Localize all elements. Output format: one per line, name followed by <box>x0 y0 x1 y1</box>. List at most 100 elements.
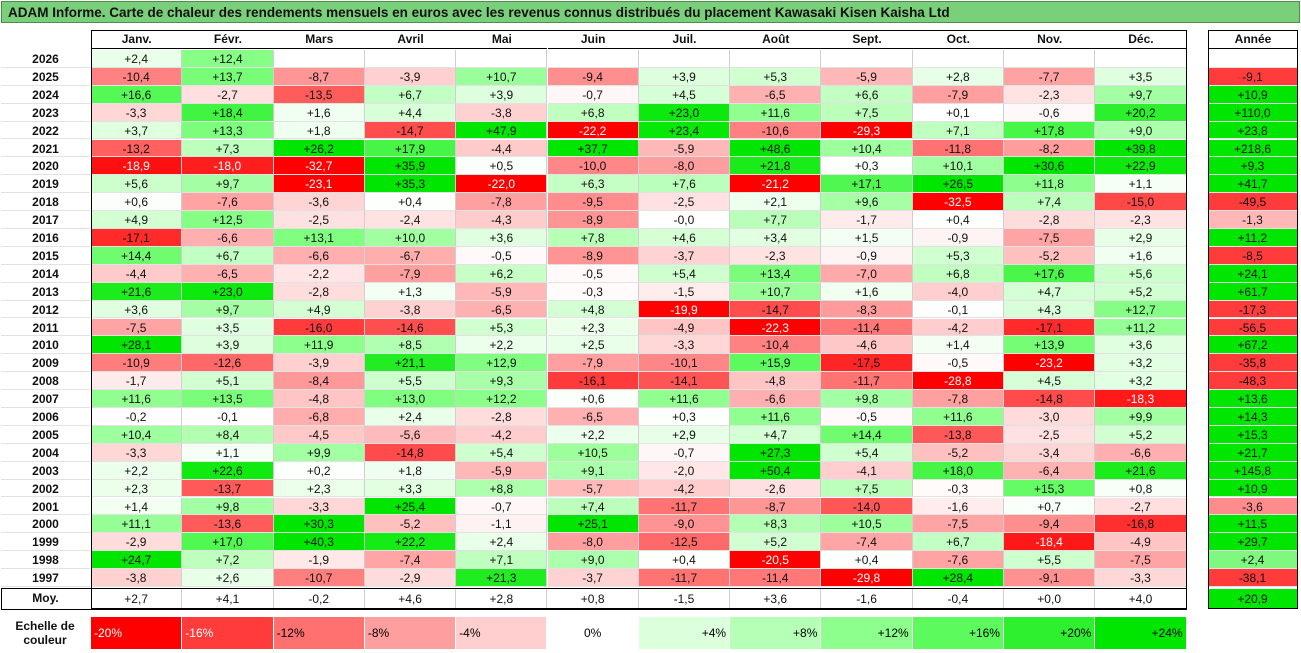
heat-cell: +0,4 <box>821 551 913 570</box>
heat-cell: +9,0 <box>547 551 639 570</box>
heat-cell: -7,0 <box>821 264 913 283</box>
heat-cell: +13,7 <box>182 67 274 86</box>
heat-cell: -11,7 <box>638 497 731 516</box>
heat-cell: -8,9 <box>547 246 639 265</box>
annual-cell: -56,5 <box>1208 318 1298 337</box>
heat-cell: +0,7 <box>1004 497 1096 516</box>
heat-cell: -8,7 <box>273 67 365 86</box>
heat-cell: -15,0 <box>1095 193 1187 212</box>
heat-cell: -3,8 <box>364 300 457 319</box>
heat-cell: +8,8 <box>456 479 548 498</box>
annual-cell: +13,6 <box>1208 390 1298 408</box>
heat-cell: -2,8 <box>1004 211 1096 229</box>
heat-cell: +18,0 <box>912 461 1004 480</box>
heat-cell: +9,7 <box>182 175 274 194</box>
heat-cell: +2,4 <box>364 408 457 426</box>
heat-cell: +3,2 <box>1095 354 1187 373</box>
heat-cell: +3,6 <box>456 229 548 247</box>
heat-cell: +7,5 <box>821 479 913 498</box>
heat-cell: +5,2 <box>1095 282 1187 301</box>
heat-cell: -9,4 <box>1004 515 1096 534</box>
heat-cell: -3,8 <box>91 569 183 587</box>
heat-cell: -14,7 <box>364 121 457 140</box>
heat-cell: +23,0 <box>182 282 274 301</box>
heat-cell: -7,9 <box>364 264 457 283</box>
heat-cell: -14,0 <box>821 497 913 516</box>
heat-cell: +10,1 <box>912 157 1004 176</box>
heat-cell: -1,5 <box>638 282 731 301</box>
heat-cell: -5,9 <box>456 282 548 301</box>
heat-cell: -1,6 <box>912 497 1004 516</box>
heat-cell: +35,9 <box>364 157 457 176</box>
color-scale-cell: +12% <box>821 617 913 649</box>
year-label: 2019 <box>1 175 90 194</box>
annual-cell: +21,7 <box>1208 443 1298 462</box>
annual-cell: +61,7 <box>1208 282 1298 301</box>
annual-cell: +110,0 <box>1208 103 1298 122</box>
year-label: 2004 <box>1 444 90 462</box>
heat-cell: -22,0 <box>456 175 548 194</box>
month-header: Juin <box>547 30 639 49</box>
heat-cell: -13,6 <box>182 515 274 534</box>
heat-cell: +2,9 <box>638 425 731 444</box>
heat-cell: -29,3 <box>821 121 913 140</box>
heat-cell: +11,6 <box>730 408 822 426</box>
heat-cell: -4,9 <box>638 318 731 337</box>
heat-cell: +13,0 <box>364 390 457 408</box>
heat-cell: +6,6 <box>821 85 913 104</box>
annual-cell: +2,4 <box>1208 551 1298 570</box>
heat-cell: -0,1 <box>182 408 274 426</box>
heat-cell: -3,3 <box>91 443 183 462</box>
heat-cell: -3,3 <box>91 103 183 122</box>
heat-cell: -7,8 <box>912 390 1004 408</box>
heat-cell: -0,3 <box>912 479 1004 498</box>
heat-cell: -20,5 <box>730 551 822 570</box>
year-label: 2024 <box>1 86 90 104</box>
heat-cell: -4,1 <box>821 461 913 480</box>
annual-cell: -48,3 <box>1208 372 1298 391</box>
heat-cell: -0,9 <box>912 229 1004 247</box>
heat-cell: +0,1 <box>912 103 1004 122</box>
heat-cell: +0,4 <box>364 193 457 212</box>
average-cell: +4,0 <box>1095 589 1187 609</box>
heat-cell: +2,1 <box>730 193 822 212</box>
annual-cell: +11,5 <box>1208 515 1298 534</box>
heat-cell: +13,9 <box>1004 336 1096 355</box>
heat-cell: -18,3 <box>1095 390 1187 408</box>
heat-cell: +1,6 <box>1095 246 1187 265</box>
heat-cell: +6,3 <box>547 175 639 194</box>
heat-cell: +23,4 <box>638 121 731 140</box>
color-scale-cell: -20% <box>91 617 183 649</box>
heat-cell: +8,5 <box>364 336 457 355</box>
color-scale-cell: +24% <box>1095 617 1187 649</box>
year-label: 2007 <box>1 390 90 408</box>
heat-cell: +11,8 <box>1004 175 1096 194</box>
year-label: 2009 <box>1 354 90 373</box>
heat-cell: -23,1 <box>273 175 365 194</box>
year-label: 2008 <box>1 372 90 391</box>
heat-cell: +7,4 <box>547 497 639 516</box>
heat-cell: +6,7 <box>912 533 1004 552</box>
heat-cell: -17,1 <box>1004 318 1096 337</box>
heat-cell: +20,2 <box>1095 103 1187 122</box>
heat-cell: -7,6 <box>912 551 1004 570</box>
heat-cell: +30,6 <box>1004 157 1096 176</box>
heat-cell: +9,7 <box>1095 85 1187 104</box>
heat-cell: -11,8 <box>912 139 1004 158</box>
heat-cell: -7,9 <box>547 354 639 373</box>
color-scale-cell: -12% <box>273 617 365 649</box>
heat-cell: +2,8 <box>912 67 1004 86</box>
heat-cell: -16,0 <box>273 318 365 337</box>
heat-cell: +11,6 <box>638 390 731 408</box>
heat-cell: +14,4 <box>821 425 913 444</box>
heat-cell: +14,4 <box>91 246 183 265</box>
heat-cell: +2,3 <box>547 318 639 337</box>
heat-cell: +1,6 <box>821 282 913 301</box>
heat-cell: -6,6 <box>273 246 365 265</box>
heat-cell: +1,5 <box>821 229 913 247</box>
heat-cell: -9,4 <box>547 67 639 86</box>
heat-cell: +0,4 <box>912 211 1004 229</box>
heat-cell: +15,3 <box>1004 479 1096 498</box>
heat-cell: +7,4 <box>1004 193 1096 212</box>
